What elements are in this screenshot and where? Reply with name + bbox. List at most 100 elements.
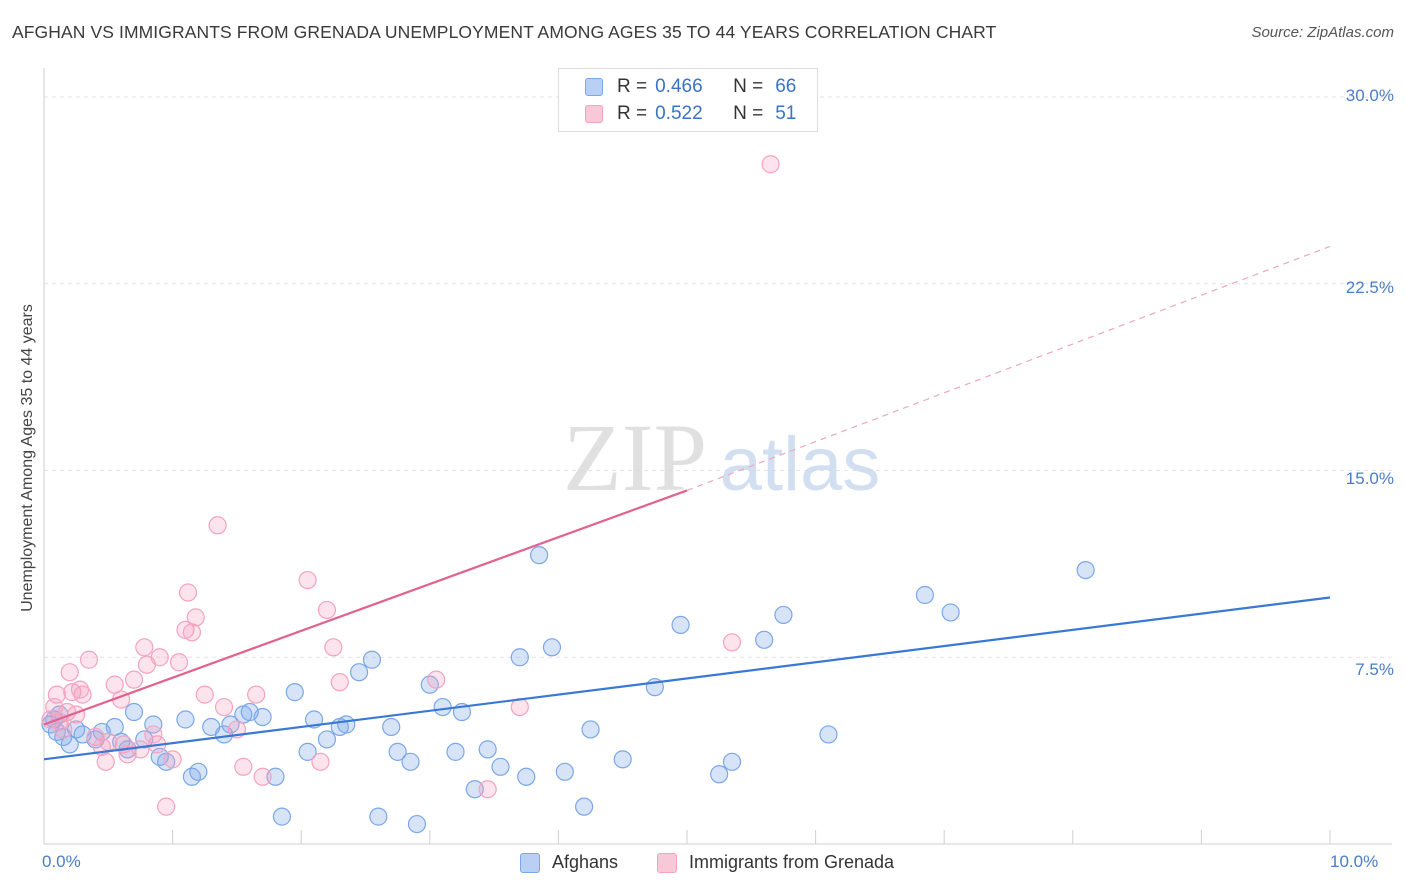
- series-legend-grenada[interactable]: Immigrants from Grenada: [657, 852, 894, 873]
- point-grenada: [79, 650, 99, 669]
- point-afghans: [176, 710, 195, 729]
- point-afghans: [517, 767, 536, 786]
- point-grenada: [195, 685, 214, 704]
- correlation-legend: R = 0.466 N = 66 R = 0.522 N = 51: [558, 68, 818, 132]
- gridlines: [44, 96, 1392, 658]
- series-swatch-afghans: [520, 852, 540, 873]
- point-afghans: [388, 742, 407, 761]
- legend-row-afghans: R = 0.466 N = 66: [585, 75, 796, 99]
- point-afghans: [542, 638, 562, 657]
- point-afghans: [105, 717, 124, 737]
- point-grenada: [214, 697, 234, 717]
- legend-n-value: 66: [775, 76, 797, 97]
- series-label-afghans: Afghans: [552, 852, 619, 872]
- point-grenada: [324, 638, 343, 657]
- point-afghans: [941, 603, 960, 622]
- chart-title: AFGHAN VS IMMIGRANTS FROM GRENADA UNEMPL…: [12, 22, 997, 42]
- point-afghans: [581, 720, 600, 739]
- watermark-atlas: atlas: [720, 422, 881, 507]
- point-afghans: [349, 663, 369, 682]
- trend-line-grenada-extension: [686, 245, 1331, 491]
- legend-r-value: 0.522: [655, 103, 703, 124]
- point-grenada: [234, 757, 253, 776]
- point-grenada: [47, 685, 66, 704]
- point-grenada: [105, 675, 124, 694]
- point-afghans: [266, 767, 285, 786]
- point-grenada: [186, 608, 205, 627]
- point-afghans: [337, 715, 356, 734]
- source-label: Source: ZipAtlas.com: [1251, 24, 1394, 41]
- legend-row-grenada: R = 0.522 N = 51: [585, 102, 796, 126]
- point-grenada: [99, 732, 118, 752]
- legend-r-value: 0.466: [655, 76, 703, 97]
- point-afghans: [401, 752, 420, 771]
- point-grenada: [182, 623, 201, 642]
- point-afghans: [478, 740, 497, 759]
- point-afghans: [671, 615, 690, 634]
- y-tick-label: 30.0%: [1345, 86, 1394, 105]
- point-grenada: [135, 638, 154, 657]
- point-grenada: [208, 516, 227, 535]
- point-grenada: [60, 663, 79, 682]
- watermark: ZIP atlas: [563, 404, 880, 511]
- legend-n-label: N =: [733, 103, 764, 124]
- trend-line-grenada: [43, 489, 688, 726]
- point-grenada: [150, 648, 169, 667]
- point-afghans: [362, 650, 382, 669]
- point-grenada: [169, 653, 189, 672]
- point-grenada: [247, 685, 266, 704]
- y-tick-label: 7.5%: [1355, 660, 1394, 679]
- point-grenada: [144, 725, 163, 744]
- point-grenada: [124, 670, 144, 689]
- point-afghans: [369, 807, 388, 826]
- trend-line-afghans: [43, 596, 1331, 761]
- y-tick-label: 22.5%: [1345, 278, 1394, 297]
- point-afghans: [253, 707, 272, 727]
- point-afghans: [317, 730, 337, 749]
- point-afghans: [774, 605, 793, 625]
- point-afghans: [382, 717, 401, 737]
- series-legend-afghans[interactable]: Afghans: [520, 852, 618, 873]
- point-grenada: [131, 740, 150, 759]
- point-afghans: [60, 735, 79, 754]
- point-grenada: [298, 570, 317, 590]
- series-label-grenada: Immigrants from Grenada: [689, 852, 895, 872]
- point-afghans: [446, 742, 465, 761]
- point-afghans: [433, 697, 452, 717]
- x-tick-label-min: 0.0%: [42, 852, 81, 871]
- legend-n-value: 51: [775, 103, 797, 124]
- point-afghans: [272, 807, 292, 826]
- point-grenada: [73, 685, 92, 704]
- point-afghans: [710, 765, 729, 784]
- x-tick-label-max: 10.0%: [1330, 852, 1379, 871]
- point-afghans: [722, 752, 742, 771]
- point-afghans: [491, 757, 510, 776]
- point-grenada: [722, 633, 742, 652]
- legend-r-label: R =: [617, 103, 648, 124]
- point-afghans: [530, 546, 549, 565]
- point-afghans: [555, 762, 574, 781]
- point-afghans: [189, 762, 208, 781]
- point-grenada: [163, 750, 182, 769]
- point-grenada: [330, 673, 349, 692]
- point-afghans: [124, 702, 144, 722]
- point-grenada: [478, 780, 497, 799]
- point-afghans: [755, 630, 774, 649]
- point-afghans: [915, 585, 935, 605]
- legend-swatch-afghans: [585, 78, 603, 96]
- point-grenada: [70, 680, 90, 699]
- point-grenada: [96, 752, 115, 771]
- legend-r-label: R =: [617, 76, 648, 97]
- point-grenada: [157, 797, 176, 816]
- legend-n-label: N =: [733, 76, 764, 97]
- series-swatch-grenada: [657, 852, 677, 873]
- point-afghans: [819, 725, 838, 744]
- point-afghans: [144, 715, 163, 734]
- point-afghans: [407, 814, 427, 834]
- point-grenada: [311, 752, 330, 771]
- point-afghans: [1076, 560, 1095, 580]
- point-afghans: [465, 780, 484, 799]
- axes: [43, 68, 1392, 845]
- point-grenada: [253, 767, 272, 786]
